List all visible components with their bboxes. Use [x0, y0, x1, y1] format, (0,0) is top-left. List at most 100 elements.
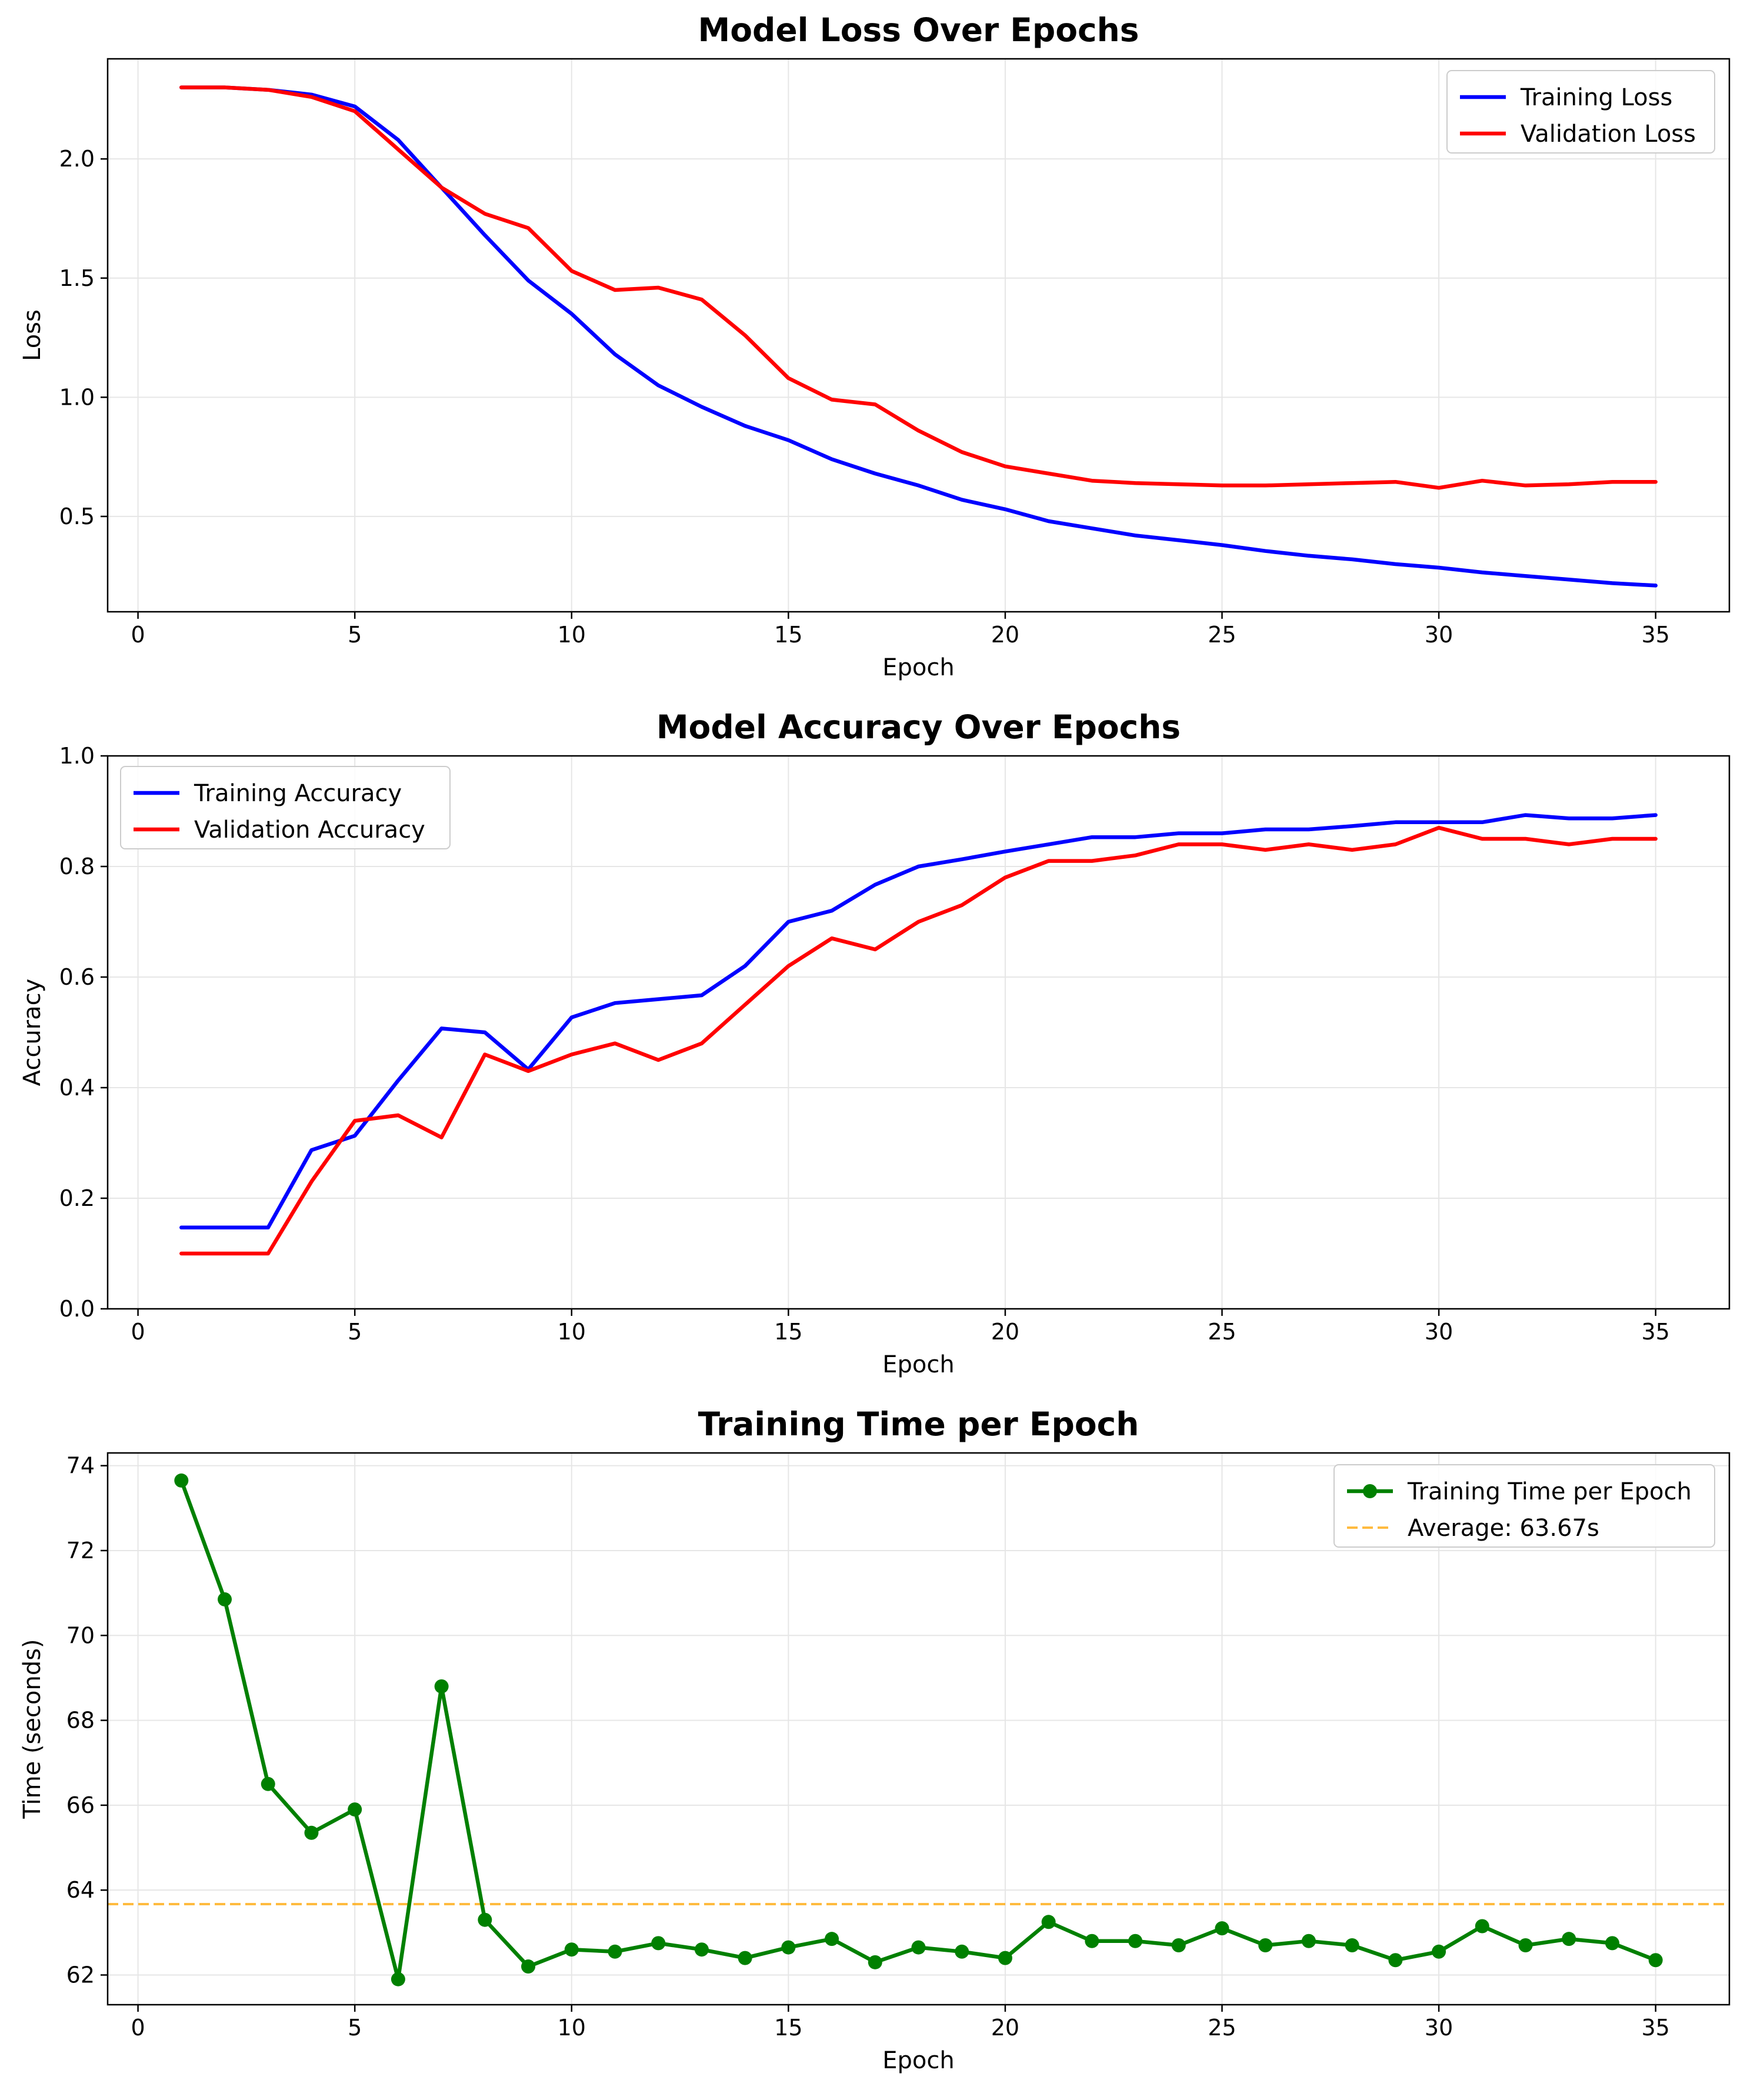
data-point [868, 1955, 882, 1969]
y-tick-label: 62 [66, 1962, 95, 1988]
y-tick-label: 66 [66, 1792, 95, 1818]
data-point [1171, 1938, 1186, 1952]
data-point [608, 1944, 622, 1959]
series-line-1 [179, 85, 1658, 588]
legend-label: Training Loss [1520, 84, 1672, 111]
data-point [998, 1951, 1012, 1965]
data-point [651, 1936, 666, 1951]
x-tick-label: 20 [991, 1319, 1019, 1345]
y-axis-label: Accuracy [19, 979, 46, 1086]
legend-label: Training Time per Epoch [1407, 1478, 1692, 1505]
x-tick-label: 25 [1208, 622, 1236, 648]
data-point [521, 1959, 536, 1974]
data-point [1215, 1921, 1229, 1936]
x-tick-label: 5 [348, 1319, 362, 1345]
y-tick-label: 64 [66, 1877, 95, 1903]
data-point [1562, 1932, 1576, 1946]
x-tick-label: 30 [1425, 2015, 1453, 2041]
data-point [478, 1912, 492, 1927]
x-tick-label: 10 [558, 622, 586, 648]
data-point [1345, 1938, 1359, 1952]
y-axis-label: Time (seconds) [19, 1639, 46, 1819]
x-tick-label: 30 [1425, 622, 1453, 648]
y-tick-label: 0.5 [59, 504, 95, 529]
y-tick-label: 68 [66, 1708, 95, 1734]
chart-title: Training Time per Epoch [698, 1405, 1139, 1443]
x-tick-label: 10 [558, 2015, 586, 2041]
y-tick-label: 0.0 [59, 1296, 95, 1322]
y-tick-label: 0.2 [59, 1185, 95, 1211]
y-tick-label: 0.4 [59, 1075, 95, 1101]
data-point [1301, 1934, 1316, 1948]
x-tick-label: 20 [991, 2015, 1019, 2041]
series-line-2 [179, 85, 1658, 490]
data-point [911, 1940, 926, 1955]
data-point [1648, 1953, 1663, 1968]
x-tick-label: 0 [131, 1319, 145, 1345]
legend-swatch-marker [1363, 1484, 1377, 1498]
data-point [1258, 1938, 1273, 1952]
x-tick-label: 5 [348, 622, 362, 648]
chart-2: 0 5 10 15 20 25 30 35 0.0 0.2 0.4 0.6 0.8 1.0 Model Ac… [19, 708, 1731, 1378]
data-point [955, 1944, 969, 1959]
x-axis-label: Epoch [882, 1351, 954, 1378]
legend: Training Accuracy Validation Accuracy [120, 766, 451, 849]
x-tick-label: 30 [1425, 1319, 1453, 1345]
plot-frame [106, 58, 1731, 613]
data-point [1432, 1944, 1446, 1959]
data-point [1085, 1934, 1099, 1948]
data-point [304, 1825, 319, 1840]
x-tick-label: 35 [1642, 622, 1670, 648]
x-tick-label: 0 [131, 2015, 145, 2041]
x-tick-label: 5 [348, 2015, 362, 2041]
y-tick-label: 0.6 [59, 964, 95, 990]
x-tick-label: 25 [1208, 2015, 1236, 2041]
legend-label: Training Accuracy [194, 780, 402, 807]
legend-label: Validation Loss [1521, 121, 1696, 148]
data-point [391, 1972, 405, 1986]
legend: Training Loss Validation Loss [1446, 70, 1715, 154]
y-tick-label: 1.0 [59, 384, 95, 410]
x-axis-label: Epoch [882, 654, 954, 681]
data-point [1475, 1919, 1489, 1934]
chart-title: Model Accuracy Over Epochs [656, 708, 1181, 746]
y-tick-label: 72 [66, 1538, 95, 1564]
data-point [1041, 1915, 1056, 1929]
legend-label: Average: 63.67s [1408, 1515, 1599, 1542]
x-tick-label: 20 [991, 622, 1019, 648]
y-tick-label: 0.8 [59, 854, 95, 879]
data-point [738, 1951, 752, 1965]
x-tick-label: 15 [774, 622, 802, 648]
x-tick-label: 35 [1642, 1319, 1670, 1345]
chart-1: 0 5 10 15 20 25 30 35 0.5 1.0 1.5 2.0 Model Loss Ove… [19, 11, 1731, 681]
series-line-2 [179, 825, 1658, 1256]
data-point [1388, 1953, 1403, 1968]
y-tick-label: 1.0 [59, 743, 95, 769]
data-point [261, 1776, 275, 1791]
data-point [825, 1932, 839, 1946]
plot-frame [106, 755, 1731, 1310]
legend: Training Time per Epoch Average: 63.67s [1333, 1464, 1715, 1548]
y-tick-label: 2.0 [59, 146, 95, 172]
x-tick-label: 0 [131, 622, 145, 648]
y-axis-label: Loss [19, 309, 46, 361]
data-point [1518, 1938, 1533, 1952]
legend-box [120, 766, 451, 849]
y-tick-label: 1.5 [59, 265, 95, 291]
data-point [434, 1679, 449, 1694]
data-point [218, 1592, 232, 1606]
data-point [781, 1940, 796, 1955]
x-tick-label: 25 [1208, 1319, 1236, 1345]
data-point [1128, 1934, 1143, 1948]
data-point [694, 1942, 709, 1957]
x-tick-label: 15 [774, 1319, 802, 1345]
chart-title: Model Loss Over Epochs [698, 11, 1139, 49]
legend-label: Validation Accuracy [194, 816, 425, 844]
chart-3: 0 5 10 15 20 25 30 35 62 64 66 68 70 72 74 Training Tim… [19, 1405, 1731, 2074]
x-tick-label: 15 [774, 2015, 802, 2041]
legend-box [1333, 1464, 1715, 1548]
plot-frame [106, 1452, 1731, 2006]
series-line-1 [179, 813, 1658, 1230]
